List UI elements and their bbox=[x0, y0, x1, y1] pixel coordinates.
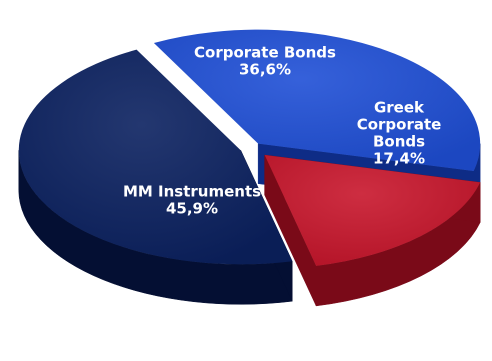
pie-category-label: MM Instruments bbox=[123, 183, 261, 201]
pie-value-label: 17,4% bbox=[373, 150, 425, 168]
pie-slice-shine-0 bbox=[153, 29, 481, 172]
pie-label-2: MM Instruments 45,9% bbox=[123, 183, 261, 218]
pie-value-label: 36,6% bbox=[239, 61, 291, 79]
pie-labels: Corporate Bonds 36,6%Greek Corporate Bonds 1… bbox=[123, 44, 441, 218]
pie-category-label: Corporate Bonds bbox=[194, 44, 336, 62]
pie-label-0: Corporate Bonds 36,6% bbox=[194, 44, 336, 79]
pie-slice-shine-2 bbox=[18, 49, 293, 265]
pie-side-1-4 bbox=[264, 154, 317, 307]
pie-category-label: Corporate bbox=[357, 116, 442, 134]
pie-value-label: 45,9% bbox=[166, 200, 218, 218]
pie-category-label: Greek bbox=[374, 99, 425, 117]
pie-slices bbox=[18, 29, 481, 266]
pie-category-label: Bonds bbox=[373, 133, 425, 151]
pie-slice-shine-1 bbox=[264, 155, 481, 266]
pie-label-1: Greek Corporate Bonds 17,4% bbox=[357, 99, 442, 168]
